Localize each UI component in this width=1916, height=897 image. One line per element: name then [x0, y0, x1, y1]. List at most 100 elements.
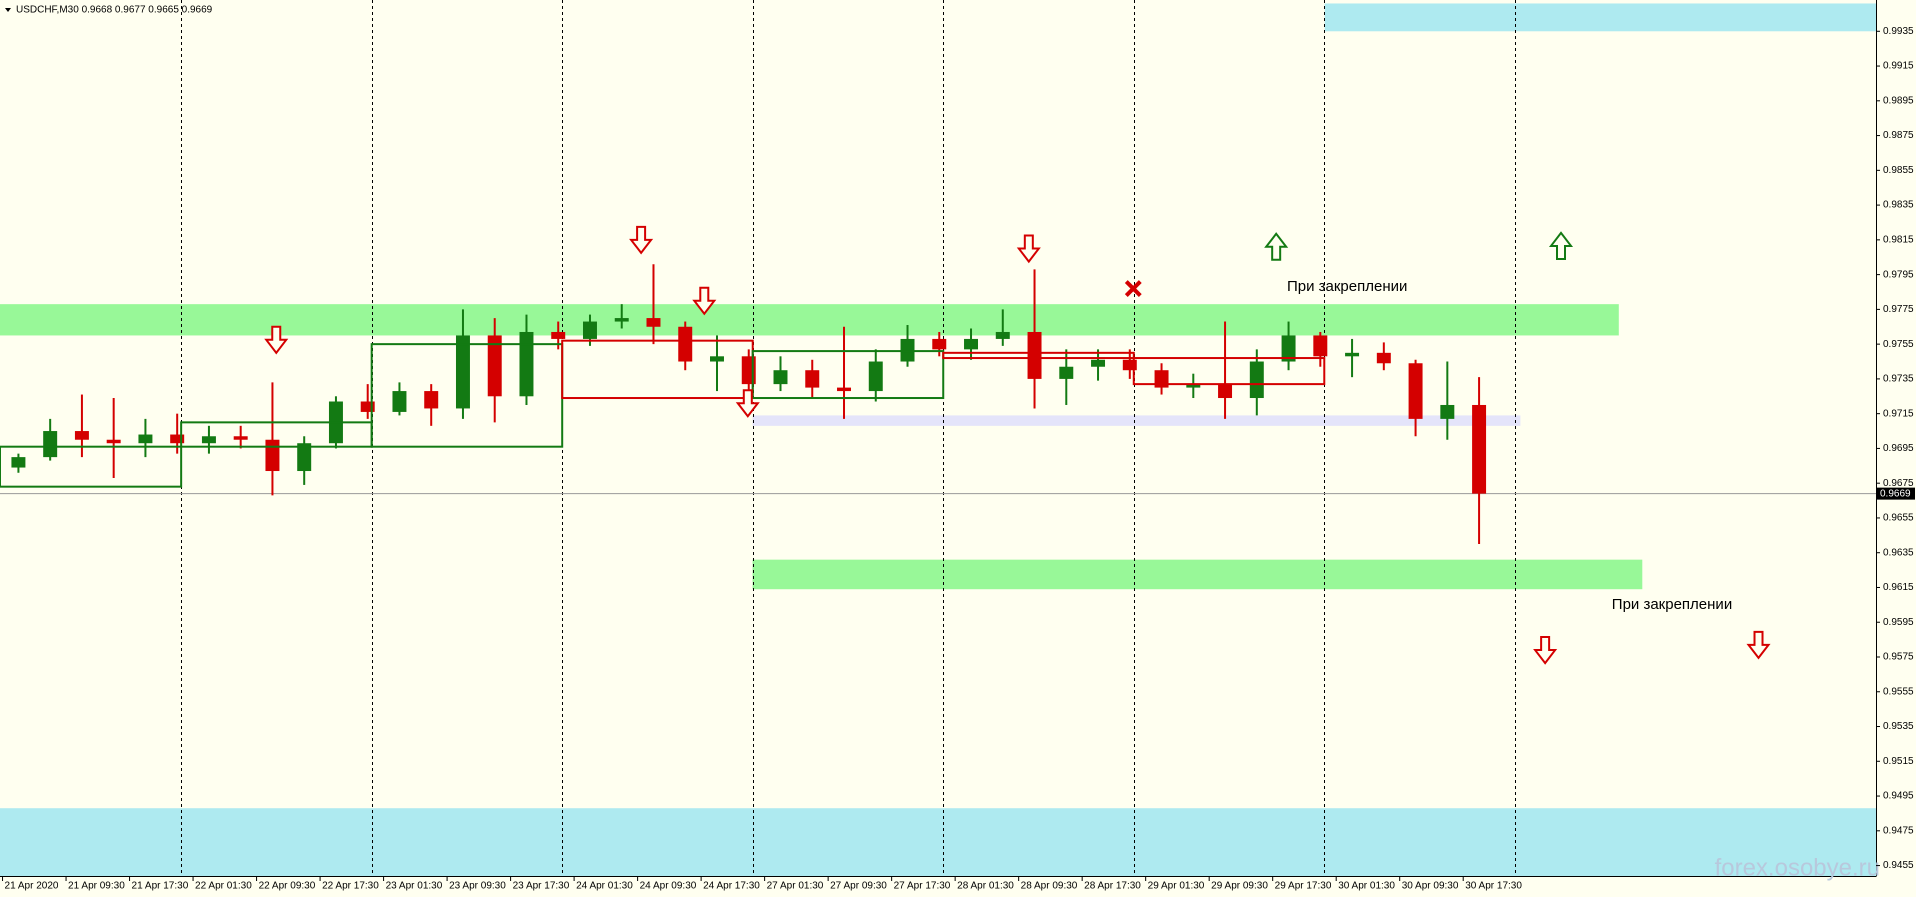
candle-body	[74, 431, 89, 440]
candle-body	[201, 436, 216, 444]
candle-body	[1408, 363, 1423, 419]
last-price-box	[1877, 487, 1915, 500]
arrow-down	[1746, 630, 1771, 660]
annotation: При закреплении	[1287, 278, 1407, 295]
x-tick-label: 30 Apr 09:30	[1402, 881, 1459, 892]
candles	[0, 264, 1876, 545]
zone	[0, 808, 1876, 876]
box	[1132, 357, 1326, 386]
x-tick-label: 22 Apr 09:30	[259, 881, 316, 892]
candle-body	[582, 321, 597, 339]
x-tick-label: 22 Apr 17:30	[322, 881, 379, 892]
candle-body	[710, 356, 724, 362]
y-tick-label: 0.9935	[1883, 26, 1914, 37]
x-tick-label: 21 Apr 2020	[5, 881, 59, 892]
candle-body	[424, 391, 439, 409]
y-tick-label: 0.9635	[1883, 547, 1914, 558]
candle-body	[1376, 352, 1391, 364]
x-tick-label: 28 Apr 17:30	[1084, 881, 1141, 892]
candle-body	[1313, 335, 1328, 357]
chart-title: USDCHF,M30 0.9668 0.9677 0.9665 0.9669	[16, 5, 213, 16]
x-tick-label: 23 Apr 17:30	[513, 881, 570, 892]
y-tick-label: 0.9815	[1883, 234, 1914, 245]
candle-body	[297, 443, 312, 472]
y-tick-label: 0.9535	[1883, 721, 1914, 732]
candle-body	[1186, 384, 1201, 388]
x-tick-label: 30 Apr 17:30	[1465, 881, 1522, 892]
y-tick-label: 0.9675	[1883, 478, 1914, 489]
candle-body	[805, 370, 820, 388]
candle-body	[11, 457, 26, 468]
x-tick-label: 29 Apr 01:30	[1148, 881, 1205, 892]
x-tick-label: 29 Apr 09:30	[1211, 881, 1268, 892]
candle-body	[170, 434, 185, 444]
candle-body	[995, 331, 1010, 339]
candle-body	[1440, 404, 1455, 419]
y-tick-label: 0.9915	[1883, 61, 1914, 72]
title-marker	[5, 8, 11, 12]
box	[751, 350, 945, 400]
candle-body	[519, 331, 534, 397]
x-tick-label: 28 Apr 01:30	[957, 881, 1014, 892]
y-tick-label: 0.9695	[1883, 443, 1914, 454]
x-tick-label: 27 Apr 09:30	[830, 881, 887, 892]
y-tick-label: 0.9715	[1883, 408, 1914, 419]
box	[942, 351, 1135, 360]
x-tick-label: 21 Apr 17:30	[132, 881, 189, 892]
y-tick-label: 0.9595	[1883, 617, 1914, 628]
candle-body	[43, 431, 58, 458]
arrow-down	[629, 225, 654, 255]
candle-body	[1059, 366, 1074, 379]
x-tick-label: 21 Apr 09:30	[68, 881, 125, 892]
candle-body	[646, 318, 661, 327]
candle-body	[1091, 359, 1106, 367]
y-tick-label: 0.9835	[1883, 200, 1914, 211]
y-tick-label: 0.9615	[1883, 582, 1914, 593]
y-tick-label: 0.9655	[1883, 513, 1914, 524]
x-tick-label: 28 Apr 09:30	[1021, 881, 1078, 892]
candle-body	[1281, 335, 1296, 362]
objects	[0, 225, 1771, 665]
watermark: forex.osobye.ru	[1715, 854, 1880, 881]
x-tick-label: 24 Apr 09:30	[640, 881, 697, 892]
arrow-down	[1016, 234, 1041, 264]
y-tick-label: 0.9855	[1883, 165, 1914, 176]
arrow-down	[735, 389, 760, 418]
x-tick-label: 23 Apr 09:30	[449, 881, 506, 892]
candle-body	[138, 434, 153, 444]
box	[0, 445, 183, 488]
candle-body	[1122, 359, 1137, 371]
y-tick-label: 0.9735	[1883, 374, 1914, 385]
x-tick-label: 24 Apr 01:30	[576, 881, 633, 892]
arrow-down	[264, 325, 289, 355]
y-tick-label: 0.9775	[1883, 304, 1914, 315]
y-tick-label: 0.9575	[1883, 652, 1914, 663]
candle-body	[868, 361, 883, 392]
candle-body	[1472, 404, 1487, 494]
arrow-up	[1548, 231, 1574, 260]
y-tick-label: 0.9895	[1883, 95, 1914, 106]
zone	[1324, 3, 1876, 32]
cross-marker	[1124, 280, 1142, 297]
x-tick-label: 27 Apr 01:30	[767, 881, 824, 892]
arrow-down	[692, 286, 717, 316]
arrow-up	[1264, 232, 1289, 261]
candle-body	[964, 338, 979, 350]
x-tick-label: 22 Apr 01:30	[195, 881, 252, 892]
candle-body	[1345, 352, 1360, 357]
y-tick-label: 0.9515	[1883, 756, 1914, 767]
zone	[0, 304, 1619, 336]
zone	[752, 559, 1643, 590]
candle-body	[1027, 331, 1042, 379]
candle-body	[487, 335, 502, 397]
x-tick-label: 23 Apr 01:30	[386, 881, 443, 892]
zone	[752, 415, 1521, 426]
y-tick-label: 0.9555	[1883, 686, 1914, 697]
annotation: При закреплении	[1612, 596, 1732, 613]
candle-body	[773, 370, 788, 385]
x-tick-label: 29 Apr 17:30	[1275, 881, 1332, 892]
last-price-label: 0.9669	[1880, 488, 1911, 499]
x-tick-label: 24 Apr 17:30	[703, 881, 760, 892]
